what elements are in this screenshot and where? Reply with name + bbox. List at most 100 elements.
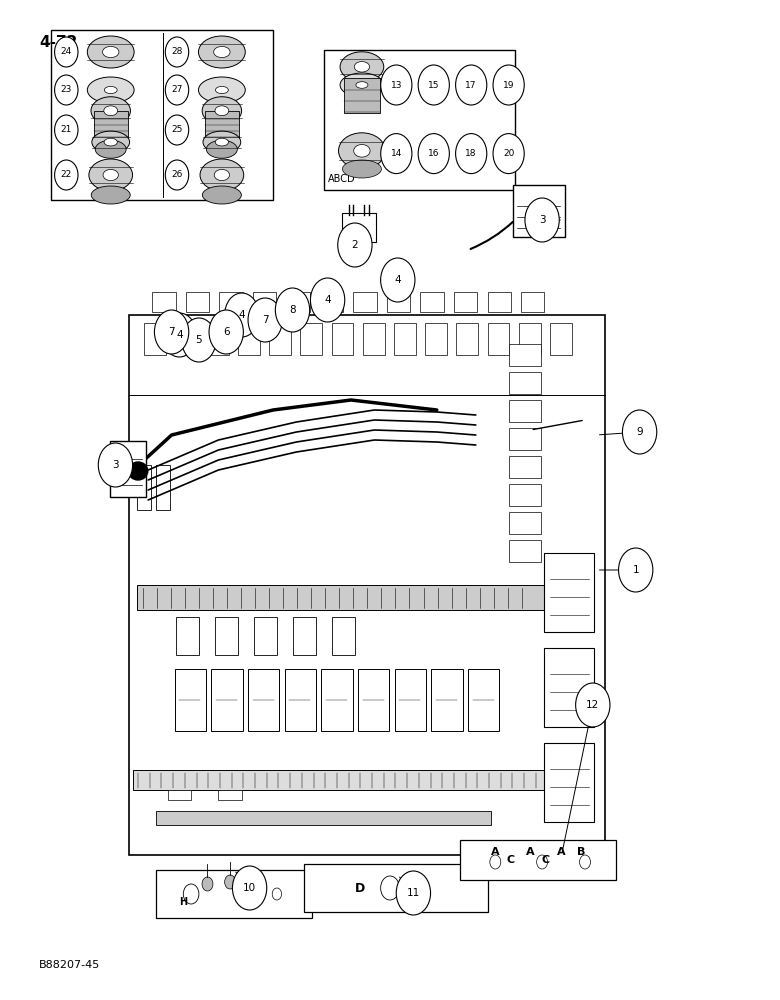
Ellipse shape: [87, 36, 134, 68]
Circle shape: [55, 75, 78, 105]
Ellipse shape: [198, 36, 245, 68]
Text: A: A: [526, 847, 535, 857]
Circle shape: [490, 855, 501, 869]
Circle shape: [55, 115, 78, 145]
Circle shape: [456, 65, 487, 105]
Ellipse shape: [202, 186, 241, 204]
Circle shape: [272, 888, 282, 900]
Ellipse shape: [356, 82, 368, 88]
Text: 4-72: 4-72: [39, 35, 77, 50]
Polygon shape: [129, 315, 604, 855]
FancyBboxPatch shape: [269, 323, 291, 355]
FancyBboxPatch shape: [509, 484, 541, 506]
FancyBboxPatch shape: [238, 323, 260, 355]
Ellipse shape: [198, 77, 245, 103]
FancyBboxPatch shape: [509, 372, 541, 394]
Text: 2: 2: [352, 240, 358, 250]
FancyBboxPatch shape: [168, 790, 191, 800]
Ellipse shape: [87, 77, 134, 103]
Text: ABCD: ABCD: [328, 174, 356, 184]
FancyBboxPatch shape: [176, 617, 199, 655]
FancyBboxPatch shape: [544, 553, 594, 632]
Text: 25: 25: [172, 125, 183, 134]
Ellipse shape: [102, 46, 119, 58]
FancyBboxPatch shape: [320, 292, 343, 312]
Circle shape: [338, 223, 372, 267]
Ellipse shape: [89, 159, 133, 191]
Ellipse shape: [215, 86, 229, 94]
Circle shape: [98, 443, 133, 487]
FancyBboxPatch shape: [468, 669, 499, 731]
FancyBboxPatch shape: [454, 292, 477, 312]
Text: 21: 21: [61, 125, 72, 134]
FancyBboxPatch shape: [456, 323, 478, 355]
Ellipse shape: [91, 186, 130, 204]
FancyBboxPatch shape: [353, 292, 377, 312]
Ellipse shape: [95, 140, 126, 158]
Circle shape: [162, 313, 197, 357]
FancyBboxPatch shape: [425, 323, 447, 355]
Ellipse shape: [92, 131, 129, 153]
FancyBboxPatch shape: [521, 292, 544, 312]
FancyBboxPatch shape: [509, 344, 541, 366]
Text: 6: 6: [223, 327, 229, 337]
FancyBboxPatch shape: [94, 111, 128, 138]
Circle shape: [165, 37, 189, 67]
Circle shape: [165, 115, 189, 145]
FancyBboxPatch shape: [204, 111, 239, 138]
Text: 14: 14: [391, 149, 402, 158]
FancyBboxPatch shape: [387, 292, 410, 312]
FancyBboxPatch shape: [488, 292, 511, 312]
Text: C: C: [507, 855, 515, 865]
Ellipse shape: [342, 160, 381, 178]
FancyBboxPatch shape: [544, 743, 594, 822]
Text: 15: 15: [428, 81, 439, 90]
Circle shape: [381, 876, 399, 900]
FancyBboxPatch shape: [207, 323, 229, 355]
Text: 17: 17: [466, 81, 477, 90]
Circle shape: [622, 410, 657, 454]
Text: 28: 28: [172, 47, 183, 56]
FancyBboxPatch shape: [332, 323, 353, 355]
Text: 1: 1: [633, 565, 639, 575]
Text: 7: 7: [262, 315, 268, 325]
Circle shape: [209, 310, 243, 354]
FancyBboxPatch shape: [519, 323, 541, 355]
Text: 16: 16: [428, 149, 439, 158]
Text: 7: 7: [168, 327, 175, 337]
Ellipse shape: [353, 144, 370, 157]
Text: 11: 11: [407, 888, 420, 898]
Circle shape: [55, 37, 78, 67]
Ellipse shape: [354, 62, 370, 72]
FancyBboxPatch shape: [211, 669, 243, 731]
FancyBboxPatch shape: [156, 465, 170, 510]
FancyBboxPatch shape: [332, 617, 355, 655]
Polygon shape: [460, 840, 616, 880]
FancyBboxPatch shape: [215, 617, 238, 655]
FancyBboxPatch shape: [110, 441, 146, 497]
Text: 3: 3: [112, 460, 119, 470]
FancyBboxPatch shape: [292, 617, 316, 655]
Circle shape: [537, 855, 548, 869]
Text: 26: 26: [172, 170, 183, 179]
Ellipse shape: [215, 138, 229, 146]
Circle shape: [576, 683, 610, 727]
FancyBboxPatch shape: [544, 648, 594, 727]
Ellipse shape: [104, 106, 118, 116]
FancyBboxPatch shape: [253, 292, 276, 312]
Ellipse shape: [203, 131, 241, 153]
Circle shape: [165, 75, 189, 105]
FancyBboxPatch shape: [488, 323, 509, 355]
Text: A: A: [491, 847, 500, 857]
FancyBboxPatch shape: [395, 669, 426, 731]
FancyBboxPatch shape: [550, 323, 572, 355]
FancyBboxPatch shape: [152, 292, 176, 312]
Ellipse shape: [340, 73, 384, 97]
Ellipse shape: [339, 133, 385, 169]
FancyBboxPatch shape: [144, 323, 166, 355]
Text: 10: 10: [243, 883, 256, 893]
FancyBboxPatch shape: [509, 400, 541, 422]
Text: 20: 20: [503, 149, 514, 158]
Text: 3: 3: [539, 215, 545, 225]
Circle shape: [55, 160, 78, 190]
